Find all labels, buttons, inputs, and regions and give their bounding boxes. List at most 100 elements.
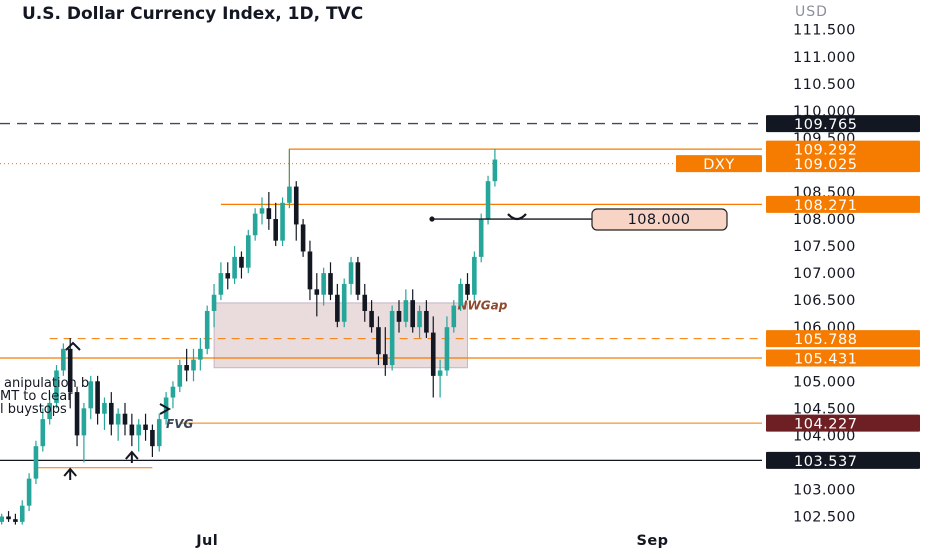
candle-body <box>67 348 73 393</box>
price-tick-label: 102.500 <box>793 509 856 525</box>
candle-body <box>74 392 80 436</box>
symbol-tag-label: DXY <box>703 157 734 173</box>
candle-body <box>266 208 272 220</box>
candle-body <box>13 519 18 522</box>
right-arrow-icon <box>159 403 172 415</box>
candle-body <box>280 202 285 241</box>
price-badge-value: 109.025 <box>794 157 857 173</box>
candle-body <box>300 224 306 252</box>
candle-body <box>492 159 498 182</box>
candle-body <box>437 370 443 376</box>
price-tick-label: 104.000 <box>793 428 856 444</box>
price-badge <box>766 195 920 213</box>
annotation-line: l buystops <box>0 402 67 417</box>
candle-body <box>376 327 381 355</box>
candle-body <box>0 516 4 522</box>
candle-body <box>61 348 66 371</box>
candle-body <box>109 402 114 425</box>
candle-body <box>424 310 429 333</box>
price-tick-label: 104.500 <box>793 401 856 417</box>
price-axis[interactable]: 111.500111.000110.500110.000109.500108.5… <box>793 23 856 526</box>
candle-body <box>465 283 470 295</box>
symbol-tag <box>676 155 762 173</box>
candle-body <box>287 186 292 203</box>
time-tick-label: Jul <box>195 533 218 549</box>
candle-body <box>444 327 450 371</box>
candle-body <box>458 283 463 306</box>
target-arrow-icon <box>507 213 527 221</box>
candle-body <box>239 256 244 268</box>
price-badge-value: 105.431 <box>794 351 857 367</box>
target-label: 108.000 <box>628 212 691 228</box>
candle-body <box>143 424 148 430</box>
price-badge <box>766 115 920 133</box>
time-tick-label: Sep <box>637 533 669 549</box>
candle-body <box>396 310 402 322</box>
price-badge <box>766 414 920 432</box>
candle-body <box>211 294 217 311</box>
horizontal-levels <box>0 122 762 469</box>
candle-body <box>81 408 87 436</box>
candle-body <box>115 413 121 425</box>
candle-body <box>26 478 32 506</box>
candle-body <box>232 256 237 279</box>
time-axis[interactable]: Jul Sep <box>195 533 668 549</box>
candle-body <box>430 332 436 376</box>
candle-body <box>204 310 210 349</box>
candle-body <box>47 402 52 420</box>
candle-body <box>177 365 183 387</box>
candle-body <box>198 348 203 360</box>
candle-body <box>362 294 368 311</box>
candle-body <box>252 213 258 236</box>
price-tick-label: 107.500 <box>793 239 856 255</box>
candle-body <box>19 505 25 522</box>
price-badge-value: 103.537 <box>794 454 857 470</box>
candle-body <box>225 273 231 279</box>
price-badge-value: 109.765 <box>794 117 857 133</box>
candle-body <box>328 273 333 295</box>
candle-body <box>259 208 265 214</box>
fvg-label: FVG <box>166 417 193 431</box>
candle-body <box>403 300 409 322</box>
candle-body <box>191 359 196 371</box>
candle-body <box>383 354 388 366</box>
candle-body <box>170 386 176 398</box>
price-tick-label: 103.000 <box>793 482 856 498</box>
price-badge <box>766 140 920 158</box>
candle-body <box>307 251 313 290</box>
candle-body <box>95 381 100 414</box>
candle-body <box>369 310 374 328</box>
price-badge-value: 108.271 <box>794 198 857 214</box>
candle-body <box>348 262 354 284</box>
candle-body <box>184 365 189 371</box>
price-tick-label: 108.000 <box>793 212 856 228</box>
price-axis-unit: USD <box>795 4 828 20</box>
price-badge <box>766 349 920 367</box>
candle-body <box>40 419 46 447</box>
candle-body <box>218 273 224 295</box>
candle-body <box>293 186 299 225</box>
up-arrow-icon <box>65 341 81 351</box>
candles <box>0 148 498 525</box>
candle-body <box>478 219 484 257</box>
candle-body <box>314 289 320 295</box>
candle-body <box>129 424 135 436</box>
price-tick-label: 107.000 <box>793 266 856 282</box>
candle-body <box>417 310 422 328</box>
price-badge <box>766 155 920 173</box>
annotation-line: MT to clear <box>0 389 73 404</box>
candle-body <box>102 402 107 414</box>
chart-title: U.S. Dollar Currency Index, 1D, TVC <box>22 4 363 24</box>
price-badge <box>766 451 920 469</box>
price-badge-value: 105.788 <box>794 332 857 348</box>
nwgap-label: NWGap <box>458 299 508 313</box>
candle-body <box>33 446 39 479</box>
candle-body <box>355 262 361 295</box>
price-tick-label: 105.000 <box>793 374 856 390</box>
candle-body <box>150 429 155 447</box>
candle-body <box>389 310 395 366</box>
candle-body <box>246 235 251 268</box>
price-tick-label: 110.500 <box>793 77 856 93</box>
